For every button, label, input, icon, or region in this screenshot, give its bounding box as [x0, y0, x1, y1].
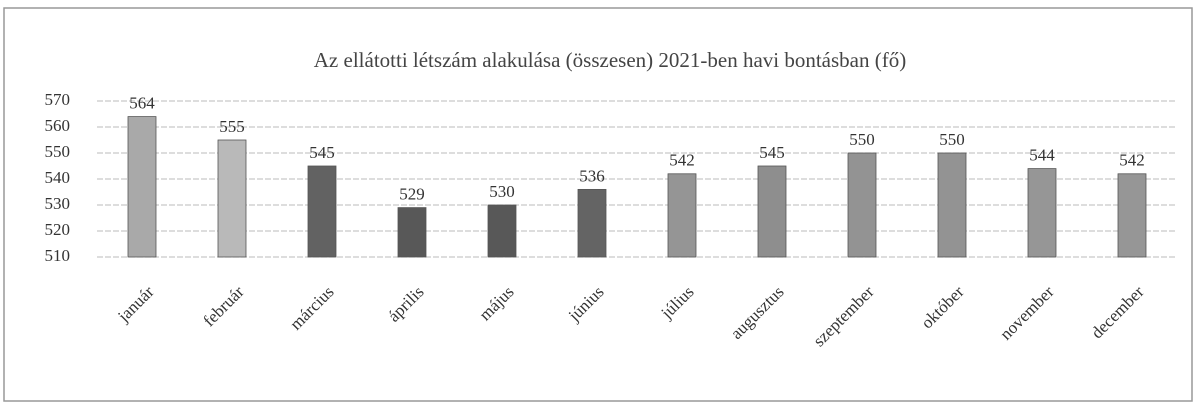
- x-tick-label: július: [657, 282, 698, 323]
- x-tick-label: május: [475, 282, 517, 324]
- x-tick-label: március: [286, 282, 337, 333]
- bar: [667, 173, 697, 258]
- x-tick-label: április: [384, 282, 427, 325]
- bar: [757, 165, 787, 258]
- x-tick-label: december: [1087, 282, 1147, 342]
- bar: [217, 139, 247, 258]
- data-label: 544: [1029, 146, 1055, 165]
- data-label: 542: [1119, 151, 1145, 170]
- bar: [487, 204, 517, 258]
- data-label: 550: [939, 130, 965, 149]
- x-tick-label: február: [199, 282, 247, 330]
- chart-title: Az ellátotti létszám alakulása (összesen…: [314, 48, 906, 72]
- data-label: 536: [579, 166, 605, 185]
- data-label: 530: [489, 182, 515, 201]
- x-tick-label: január: [113, 282, 157, 326]
- bar: [397, 207, 427, 258]
- y-tick-label: 520: [45, 220, 71, 239]
- bar: [1117, 173, 1147, 258]
- x-tick-label: szeptember: [809, 282, 877, 350]
- y-tick-label: 510: [45, 246, 71, 265]
- chart-frame: [3, 7, 1193, 402]
- bar: [127, 116, 157, 258]
- y-tick-label: 570: [45, 90, 71, 109]
- bar: [847, 152, 877, 258]
- data-label: 529: [399, 185, 425, 204]
- y-tick-label: 530: [45, 194, 71, 213]
- bar: [577, 188, 607, 258]
- x-tick-label: június: [564, 282, 608, 326]
- bar: [1027, 168, 1057, 258]
- y-tick-label: 550: [45, 142, 71, 161]
- y-tick-label: 540: [45, 168, 71, 187]
- x-tick-label: november: [996, 282, 1058, 344]
- x-tick-label: október: [917, 282, 967, 332]
- data-label: 545: [759, 143, 785, 162]
- data-label: 545: [309, 143, 335, 162]
- bar: [307, 165, 337, 258]
- data-label: 564: [129, 94, 155, 113]
- y-tick-label: 560: [45, 116, 71, 135]
- x-tick-label: augusztus: [727, 282, 788, 343]
- data-label: 550: [849, 130, 875, 149]
- data-label: 542: [669, 151, 695, 170]
- data-label: 555: [219, 117, 245, 136]
- bar: [937, 152, 967, 258]
